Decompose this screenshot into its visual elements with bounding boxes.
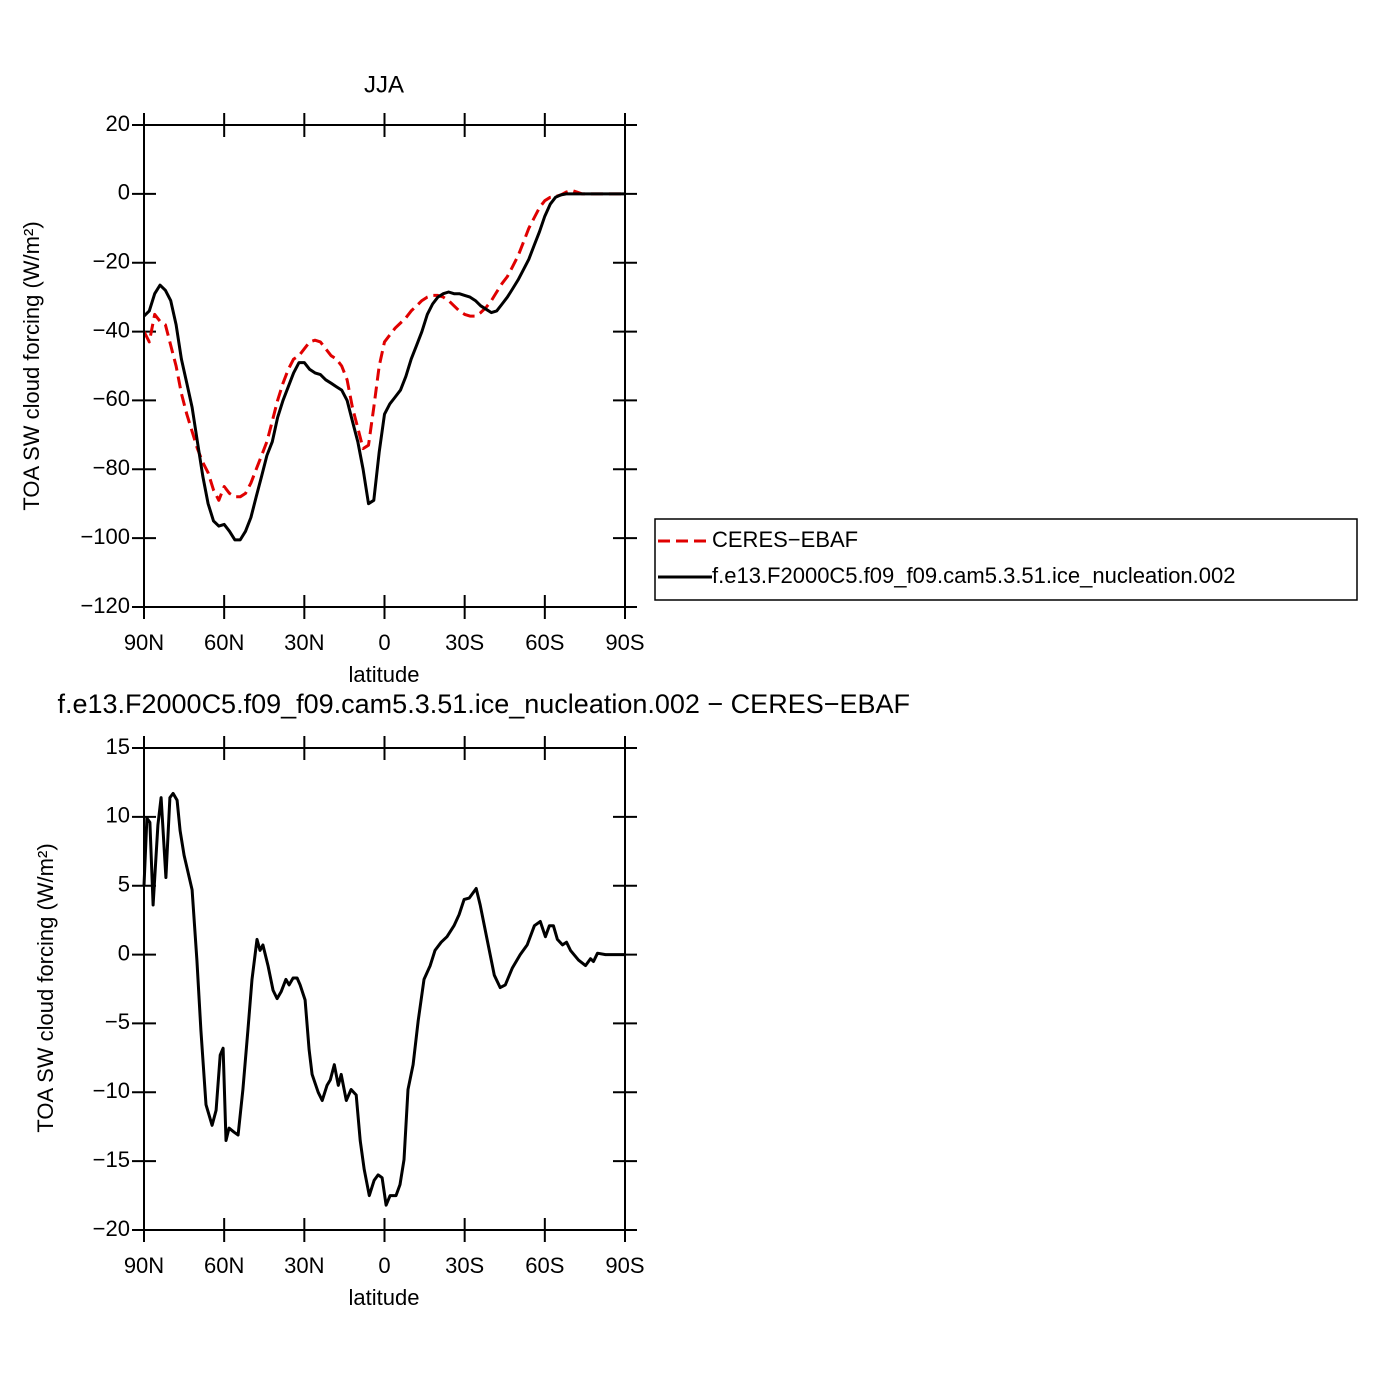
y-axis-label: TOA SW cloud forcing (W/m²): [33, 843, 58, 1132]
y-tick-label: −40: [93, 317, 130, 342]
y-tick-label: 0: [118, 180, 130, 205]
y-tick-label: 5: [118, 872, 130, 897]
y-tick-label: −20: [93, 249, 130, 274]
x-tick-label: 30N: [284, 1253, 324, 1278]
legend-label: CERES−EBAF: [712, 527, 858, 552]
y-tick-label: 20: [106, 111, 130, 136]
x-tick-label: 0: [378, 630, 390, 655]
y-tick-label: −120: [80, 593, 130, 618]
x-tick-label: 90S: [605, 1253, 644, 1278]
y-tick-label: −10: [93, 1078, 130, 1103]
y-tick-label: −60: [93, 386, 130, 411]
x-tick-label: 30S: [445, 1253, 484, 1278]
x-tick-label: 30N: [284, 630, 324, 655]
y-tick-label: 0: [118, 940, 130, 965]
legend-label: f.e13.F2000C5.f09_f09.cam5.3.51.ice_nucl…: [712, 563, 1236, 588]
x-axis-label: latitude: [349, 1285, 420, 1310]
x-tick-label: 60N: [204, 630, 244, 655]
y-tick-label: −100: [80, 524, 130, 549]
plot-frame: [143, 747, 626, 1231]
y-axis-label: TOA SW cloud forcing (W/m²): [19, 221, 44, 510]
x-axis-label: latitude: [349, 662, 420, 687]
x-tick-label: 90S: [605, 630, 644, 655]
x-tick-label: 90N: [124, 1253, 164, 1278]
plot-frame: [143, 124, 626, 608]
x-tick-label: 60S: [525, 630, 564, 655]
y-tick-label: −15: [93, 1147, 130, 1172]
x-tick-label: 0: [378, 1253, 390, 1278]
y-tick-label: −80: [93, 455, 130, 480]
data-line: [142, 188, 625, 502]
chart-title: JJA: [364, 71, 404, 98]
x-tick-label: 90N: [124, 630, 164, 655]
y-tick-label: −20: [93, 1216, 130, 1241]
chart-title: f.e13.F2000C5.f09_f09.cam5.3.51.ice_nucl…: [57, 689, 910, 719]
x-tick-label: 30S: [445, 630, 484, 655]
x-tick-label: 60S: [525, 1253, 564, 1278]
y-tick-label: 10: [106, 803, 130, 828]
y-tick-label: 15: [106, 734, 130, 759]
legend-box: [654, 518, 1358, 601]
x-tick-label: 60N: [204, 1253, 244, 1278]
data-line: [142, 791, 625, 1207]
y-tick-label: −5: [105, 1009, 130, 1034]
data-line: [142, 192, 625, 542]
